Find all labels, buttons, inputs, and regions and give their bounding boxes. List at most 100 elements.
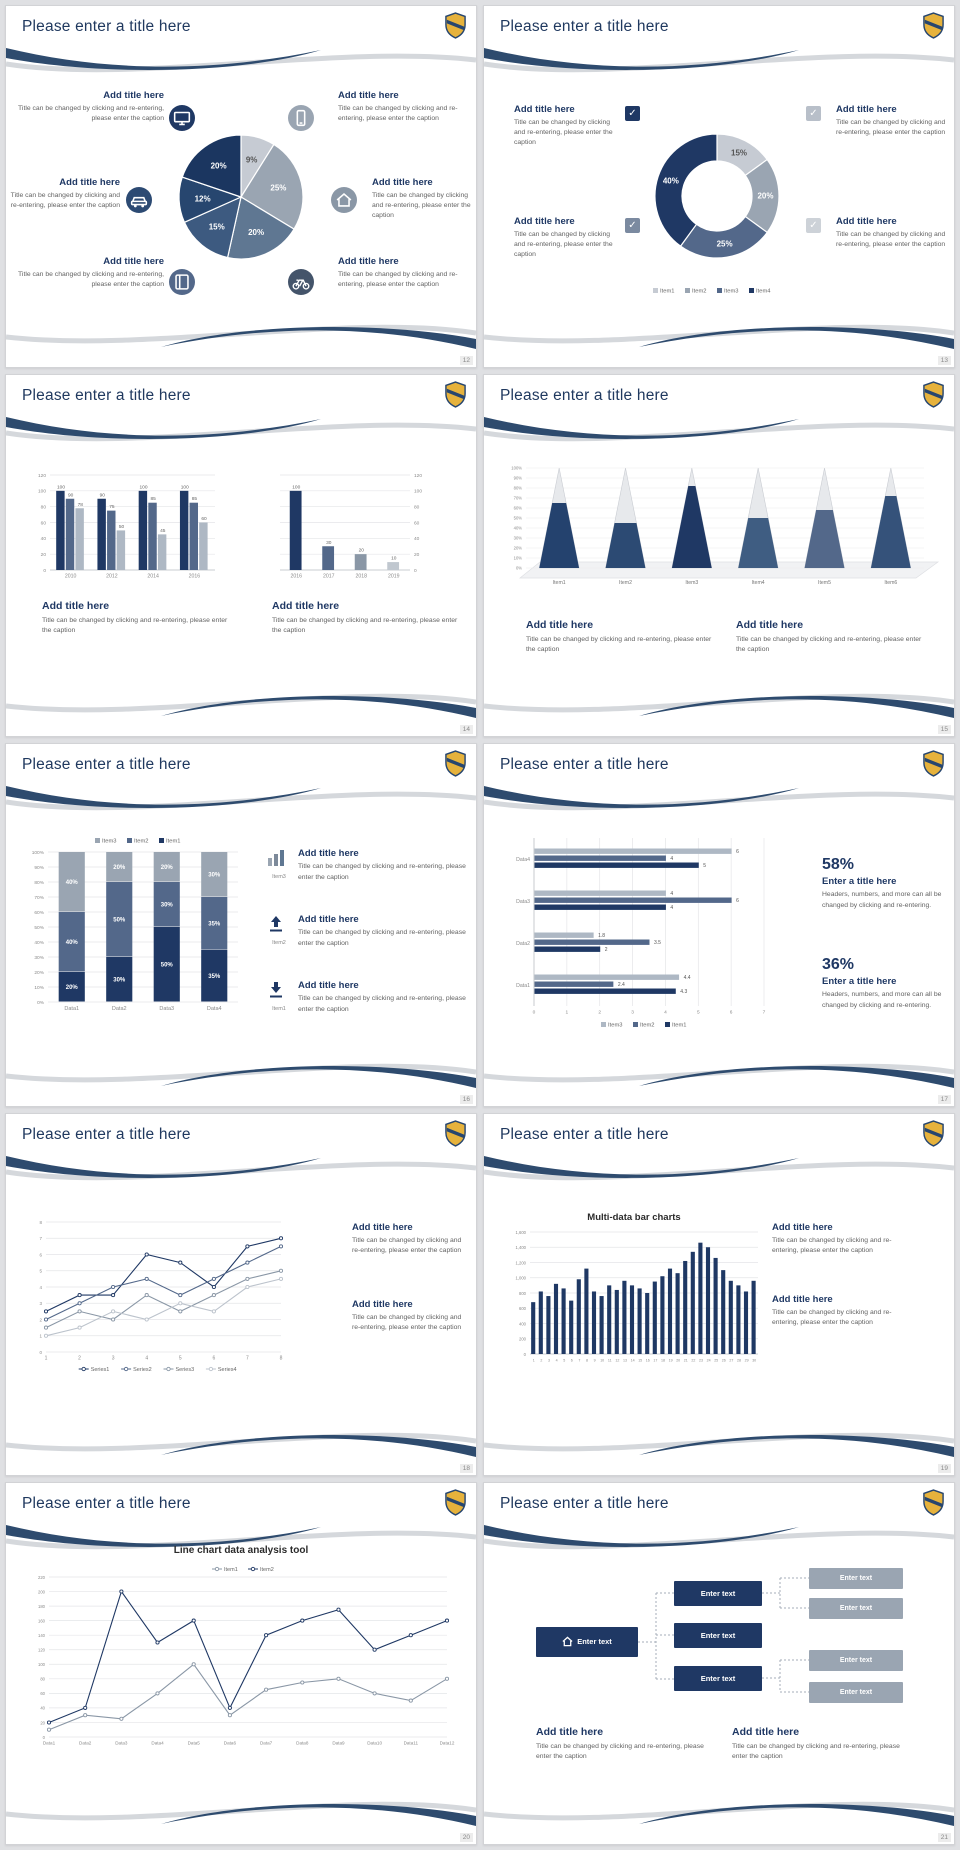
svg-text:Item2: Item2: [640, 1023, 655, 1029]
caption-block: Add title here Title can be changed by c…: [736, 619, 931, 655]
svg-text:1,400: 1,400: [516, 1245, 527, 1250]
svg-text:Item4: Item4: [752, 580, 765, 586]
slide-16-thumbnail[interactable]: Please enter a title here 0% 10% 20% 30% 40%…: [5, 743, 477, 1107]
header-swoosh: [6, 1524, 476, 1549]
slide-20-thumbnail[interactable]: Please enter a title here Line chart dat…: [5, 1481, 477, 1845]
diagram-root-node[interactable]: Enter text: [536, 1626, 638, 1657]
diagram-node[interactable]: Enter text: [674, 1580, 762, 1606]
slide-19-thumbnail[interactable]: Please enter a title here Multi-data bar…: [483, 1112, 955, 1476]
svg-text:50: 50: [119, 524, 125, 530]
svg-text:6: 6: [736, 849, 739, 855]
block-caption: Title can be changed by clicking and re-…: [836, 119, 946, 137]
item-label: Item1: [272, 1006, 286, 1013]
grouped-bar-chart: 0204060801001202010100907820129075502014…: [38, 473, 215, 580]
svg-text:75: 75: [109, 504, 115, 510]
svg-text:400: 400: [519, 1321, 527, 1326]
block-title: Add title here: [514, 216, 575, 227]
svg-text:120: 120: [414, 473, 422, 479]
svg-text:15%: 15%: [209, 222, 225, 231]
block-caption: Title can be changed by clicking and re-…: [772, 1236, 892, 1254]
slide-12-thumbnail[interactable]: Please enter a title here Add title here…: [5, 5, 477, 369]
block-caption: Title can be changed by clicking and re-…: [338, 271, 458, 289]
slide-13-thumbnail[interactable]: Please enter a title here Add title here…: [483, 5, 955, 369]
svg-text:2.4: 2.4: [618, 982, 625, 988]
block-caption: Title can be changed by clicking and re-…: [526, 636, 712, 654]
svg-text:3: 3: [631, 1010, 634, 1016]
svg-text:2016: 2016: [189, 574, 201, 580]
svg-text:60%: 60%: [34, 910, 44, 916]
header-swoosh: [484, 1524, 954, 1549]
block-title: Add title here: [526, 619, 594, 632]
svg-text:200: 200: [38, 1589, 46, 1594]
svg-text:2017: 2017: [323, 574, 335, 580]
footer-swoosh: [6, 1063, 476, 1088]
svg-text:1: 1: [533, 1358, 535, 1362]
svg-text:30: 30: [326, 540, 332, 546]
svg-text:60%: 60%: [514, 506, 523, 511]
svg-text:160: 160: [38, 1618, 46, 1623]
diagram-leaf-node[interactable]: Enter text: [809, 1649, 903, 1671]
svg-text:Data8: Data8: [296, 1740, 309, 1745]
svg-text:Item2: Item2: [692, 289, 707, 295]
svg-text:20: 20: [414, 552, 420, 558]
page-number: 21: [937, 1833, 951, 1842]
svg-text:Data2: Data2: [79, 1740, 92, 1745]
slide-title: Please enter a title here: [500, 18, 669, 35]
block-title: Add title here: [298, 980, 359, 992]
line-chart: 0 20 40 60 80 100 120 140 160 180 200 220 Data1 Data2…: [38, 1566, 455, 1745]
svg-text:20%: 20%: [161, 866, 174, 872]
svg-text:60: 60: [40, 1691, 45, 1696]
svg-text:78: 78: [78, 502, 84, 508]
svg-text:26: 26: [722, 1358, 726, 1362]
caption-block: Add title here Title can be changed by c…: [372, 177, 472, 222]
svg-text:0: 0: [43, 1735, 46, 1740]
diagram-node[interactable]: Enter text: [674, 1622, 762, 1648]
page-number: 18: [459, 1463, 473, 1473]
block-caption: Title can be changed by clicking and re-…: [836, 231, 946, 249]
svg-text:1,600: 1,600: [516, 1229, 527, 1234]
svg-text:Data3: Data3: [516, 899, 530, 905]
item-label: Item2: [272, 940, 286, 947]
diagram-leaf-node[interactable]: Enter text: [809, 1681, 903, 1703]
shield-logo-icon: [923, 1119, 944, 1147]
slide-15-thumbnail[interactable]: Please enter a title here 0% 10% 20% 30% 40%…: [483, 374, 955, 738]
node-label: Enter text: [700, 1673, 736, 1683]
diagram-leaf-node[interactable]: Enter text: [809, 1597, 903, 1619]
slide-title: Please enter a title here: [22, 387, 191, 405]
header-swoosh: [6, 48, 476, 73]
diagram-leaf-node[interactable]: Enter text: [809, 1567, 903, 1589]
svg-text:Item2: Item2: [134, 839, 149, 845]
svg-text:20%: 20%: [211, 161, 227, 170]
svg-text:80: 80: [40, 1676, 45, 1681]
diagram-node[interactable]: Enter text: [674, 1665, 762, 1691]
block-caption: Title can be changed by clicking and re-…: [372, 192, 471, 220]
slide-14-thumbnail[interactable]: Please enter a title here 0 20 40 60 80 100 12…: [5, 374, 477, 738]
block-caption: Title can be changed by clicking and re-…: [42, 617, 228, 635]
svg-text:3: 3: [112, 1355, 115, 1361]
slide-title: Please enter a title here: [500, 756, 669, 774]
svg-text:Data2: Data2: [516, 941, 530, 947]
caption-block: Add title here Title can be changed by c…: [514, 104, 622, 149]
slide-17-thumbnail[interactable]: Please enter a title here 0 1 2 3 4 5 6 7 Data4 6…: [483, 743, 955, 1107]
block-caption: Title can be changed by clicking and re-…: [298, 863, 466, 881]
svg-text:100: 100: [38, 1662, 46, 1667]
block-title: Add title here: [59, 177, 120, 188]
download-icon: Item1: [266, 980, 292, 1012]
svg-text:2: 2: [39, 1317, 42, 1322]
caption-block: Add title here Title can be changed by c…: [298, 914, 466, 948]
svg-text:Series3: Series3: [176, 1367, 195, 1373]
slide-21-thumbnail[interactable]: Please enter a title here Enter text Ent…: [483, 1481, 955, 1845]
pie-chart: 9% 25% 20% 15% 12% 20%: [178, 134, 304, 260]
block-title: Add title here: [103, 256, 164, 267]
svg-text:7: 7: [578, 1358, 580, 1362]
svg-text:90: 90: [68, 492, 74, 498]
svg-text:Data7: Data7: [260, 1740, 273, 1745]
footer-swoosh: [484, 1801, 954, 1826]
svg-text:13: 13: [623, 1358, 627, 1362]
svg-text:1: 1: [566, 1010, 569, 1016]
svg-text:Series2: Series2: [133, 1367, 152, 1373]
svg-text:22: 22: [691, 1358, 695, 1362]
slide-title: Please enter a title here: [22, 1125, 191, 1143]
